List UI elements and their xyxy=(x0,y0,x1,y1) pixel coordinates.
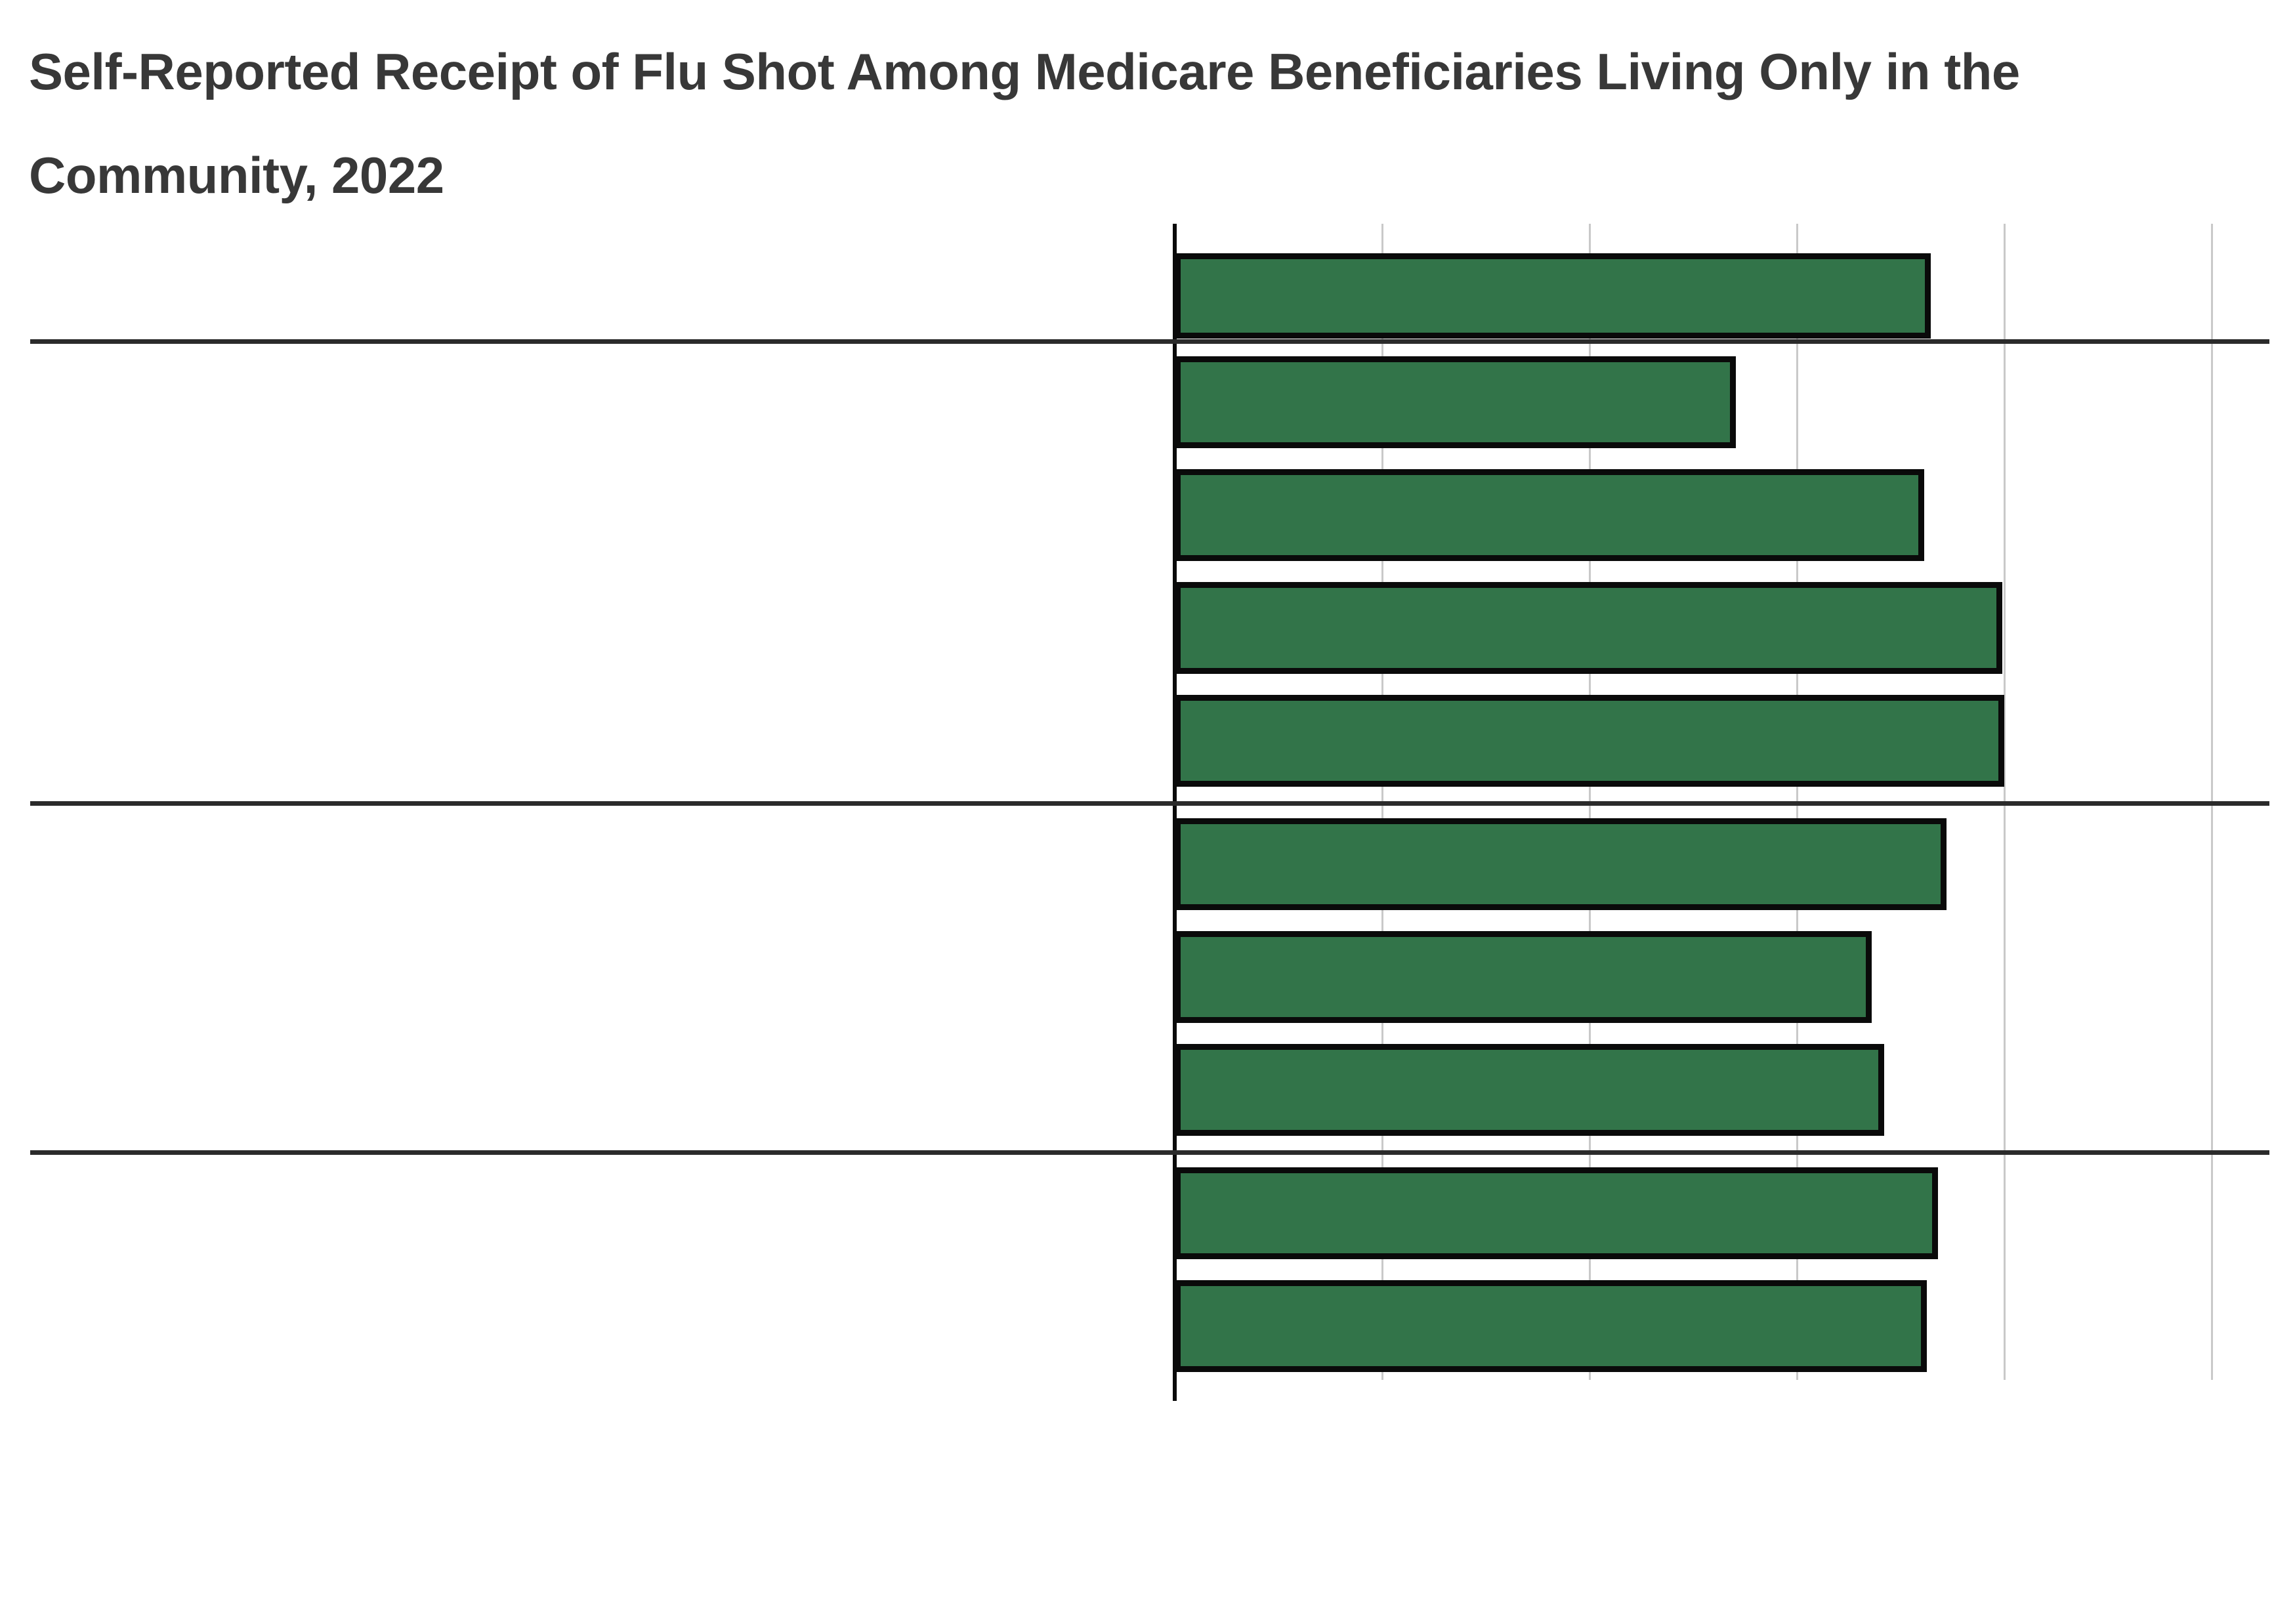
row-label-white-non-hispanic xyxy=(263,809,1162,922)
bar-overall xyxy=(1175,253,1931,339)
group-separator xyxy=(30,339,2269,344)
bar-75-84-years xyxy=(1175,582,2002,674)
row-label-hispanic xyxy=(263,1035,1162,1148)
group-separator xyxy=(30,801,2269,806)
y-axis-line xyxy=(1173,224,1177,1401)
row-label-85plus-years xyxy=(263,686,1162,799)
bar-black-non-hispanic xyxy=(1175,931,1872,1023)
bar-65-74-years xyxy=(1175,469,1924,561)
chart-title: Self-Reported Receipt of Flu Shot Among … xyxy=(29,43,2020,204)
bar-lt-65-years xyxy=(1175,356,1736,448)
bar-white-non-hispanic xyxy=(1175,818,1947,910)
row-label-black-non-hispanic xyxy=(263,922,1162,1035)
row-label-fee-for-service xyxy=(263,1158,1162,1271)
bar-fee-for-service xyxy=(1175,1167,1938,1259)
bar-85plus-years xyxy=(1175,695,2004,787)
row-label-75-84-years xyxy=(263,573,1162,686)
row-label-overall xyxy=(263,224,1162,337)
bar-medicare-advantage xyxy=(1175,1280,1927,1372)
bar-hispanic xyxy=(1175,1044,1884,1136)
row-label-lt-65-years xyxy=(263,347,1162,460)
group-separator xyxy=(30,1150,2269,1155)
row-label-medicare-advantage xyxy=(263,1271,1162,1384)
row-label-65-74-years xyxy=(263,460,1162,573)
